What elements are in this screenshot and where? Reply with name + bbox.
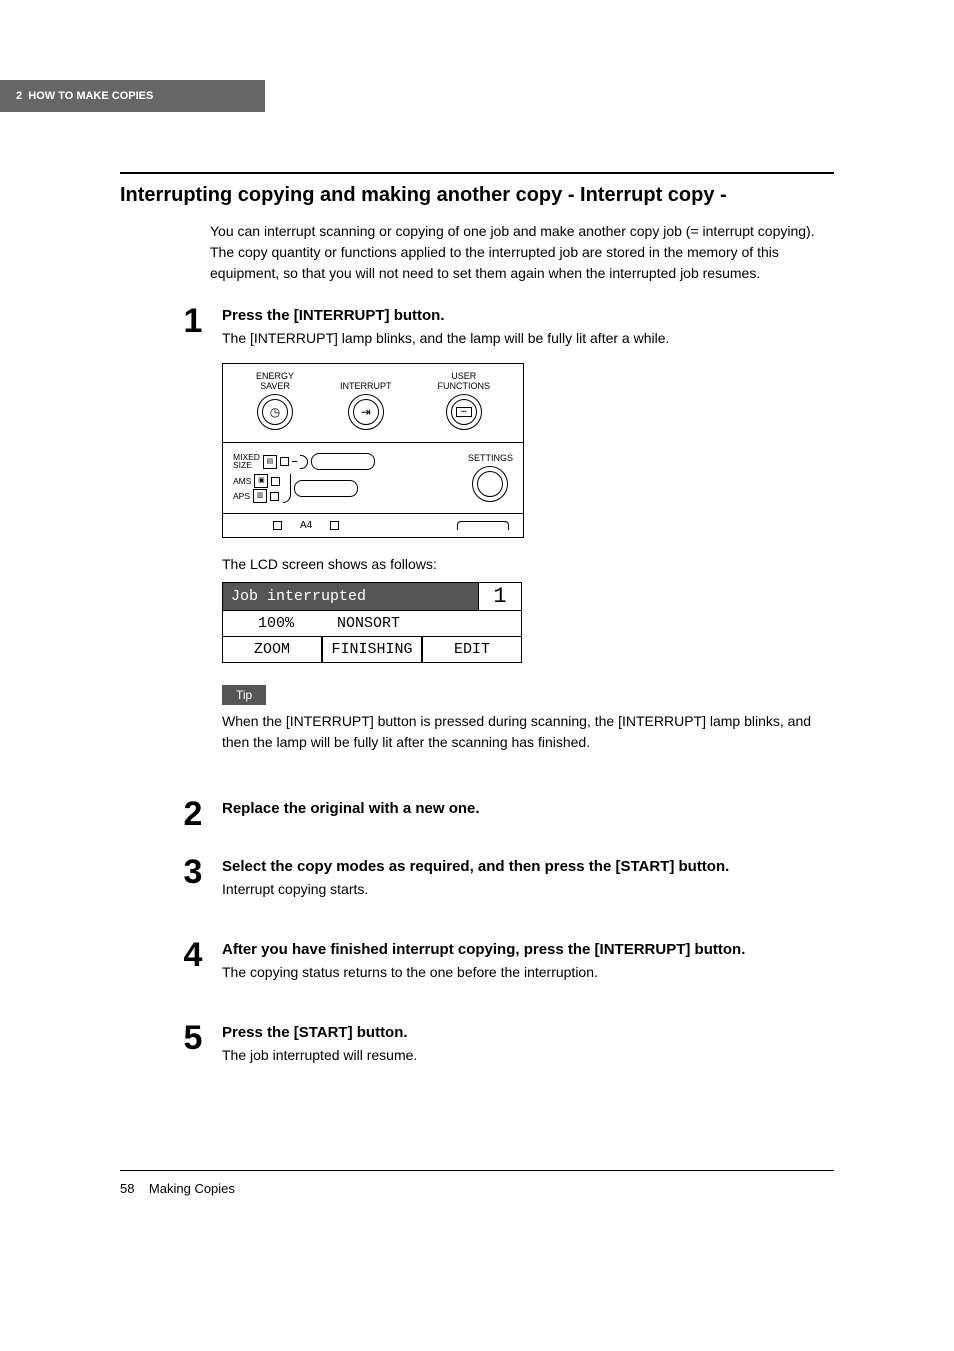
interrupt-label: INTERRUPT <box>340 372 392 392</box>
tray-indicator-1 <box>273 521 282 530</box>
section-divider <box>120 172 834 174</box>
ams-label: AMS <box>233 476 251 486</box>
mixed-size-label: MIXED SIZE <box>233 454 260 469</box>
step-text: The [INTERRUPT] lamp blinks, and the lam… <box>222 328 834 349</box>
tip-badge: Tip <box>222 685 266 705</box>
mixed-size-indicator <box>311 453 375 470</box>
step-heading: Select the copy modes as required, and t… <box>222 858 834 875</box>
lcd-quantity: 1 <box>478 583 521 610</box>
lcd-screen: Job interrupted 1 100% NONSORT ZOOM FINI… <box>222 582 522 663</box>
lcd-caption: The LCD screen shows as follows: <box>222 556 834 572</box>
page-footer: 58 Making Copies <box>0 1170 954 1196</box>
lcd-ratio: 100% <box>223 611 329 636</box>
ams-icon: ▣ <box>254 474 268 488</box>
mixed-size-icon: ▤ <box>263 455 277 469</box>
energy-saver-label: ENERGY SAVER <box>256 372 294 392</box>
interrupt-button: ⇥ <box>348 394 384 430</box>
lcd-sort: NONSORT <box>329 611 521 636</box>
step-heading: Press the [INTERRUPT] button. <box>222 307 834 324</box>
lcd-tab-finishing: FINISHING <box>321 637 423 662</box>
chapter-number: 2 <box>16 90 22 102</box>
step-1: 1 Press the [INTERRUPT] button. The [INT… <box>120 304 834 773</box>
step-5: 5 Press the [START] button. The job inte… <box>120 1021 834 1080</box>
step-number: 5 <box>120 1021 206 1080</box>
step-heading: After you have finished interrupt copyin… <box>222 941 834 958</box>
step-number: 2 <box>120 797 206 831</box>
settings-button <box>472 466 508 502</box>
aps-label: APS <box>233 491 250 501</box>
chapter-title: HOW TO MAKE COPIES <box>28 90 153 102</box>
section-title: Interrupting copying and making another … <box>120 184 834 207</box>
energy-saver-button: ◷ <box>257 394 293 430</box>
lcd-tab-zoom: ZOOM <box>223 637 321 662</box>
control-panel-illustration: ENERGY SAVER ◷ INTERRUPT ⇥ USER FUNCTION… <box>222 363 524 538</box>
footer-title: Making Copies <box>149 1181 235 1196</box>
step-text: The copying status returns to the one be… <box>222 962 834 983</box>
step-heading: Press the [START] button. <box>222 1024 834 1041</box>
section-intro: You can interrupt scanning or copying of… <box>210 221 834 284</box>
step-number: 3 <box>120 855 206 914</box>
step-text: The job interrupted will resume. <box>222 1045 834 1066</box>
page-number: 58 <box>120 1181 134 1196</box>
user-functions-label: USER FUNCTIONS <box>437 372 490 392</box>
aps-icon: ▥ <box>253 489 267 503</box>
step-number: 1 <box>120 304 206 773</box>
step-3: 3 Select the copy modes as required, and… <box>120 855 834 914</box>
chapter-header: 2 HOW TO MAKE COPIES <box>0 80 265 112</box>
tray-slot-icon <box>457 521 509 530</box>
paper-size: A4 <box>300 520 312 531</box>
tray-indicator-2 <box>330 521 339 530</box>
step-2: 2 Replace the original with a new one. <box>120 797 834 831</box>
tip-text: When the [INTERRUPT] button is pressed d… <box>222 711 834 753</box>
user-functions-button: ▪▪▪ <box>446 394 482 430</box>
settings-label: SETTINGS <box>468 454 513 464</box>
ams-aps-indicator <box>294 480 358 497</box>
lcd-message: Job interrupted <box>223 583 478 610</box>
lcd-tab-edit: EDIT <box>423 637 521 662</box>
step-number: 4 <box>120 938 206 997</box>
step-4: 4 After you have finished interrupt copy… <box>120 938 834 997</box>
step-heading: Replace the original with a new one. <box>222 800 834 817</box>
step-text: Interrupt copying starts. <box>222 879 834 900</box>
